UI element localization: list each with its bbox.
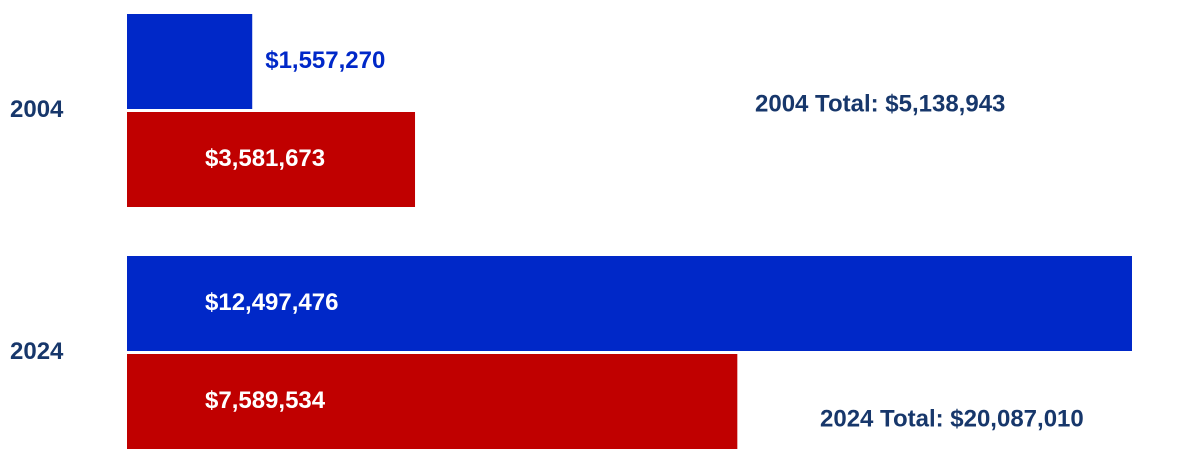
bar xyxy=(127,256,1132,351)
category-label: 2024 xyxy=(10,338,64,365)
bar xyxy=(127,354,738,449)
total-annotation: 2024 Total: $20,087,010 xyxy=(820,405,1084,432)
value-label: $3,581,673 xyxy=(205,145,325,172)
total-annotation: 2004 Total: $5,138,943 xyxy=(755,90,1005,117)
bar xyxy=(127,112,416,207)
value-label: $12,497,476 xyxy=(205,289,338,316)
bar xyxy=(127,14,253,109)
value-label: $7,589,534 xyxy=(205,387,326,414)
value-label: $1,557,270 xyxy=(265,47,385,74)
category-label: 2004 xyxy=(10,96,64,123)
